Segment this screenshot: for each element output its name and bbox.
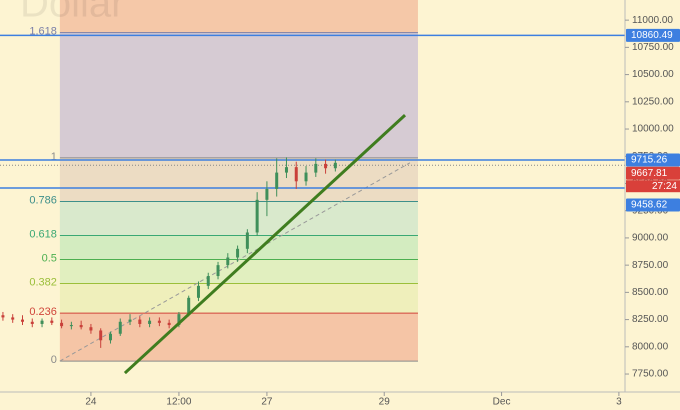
x-tick-label: 29 xyxy=(379,397,391,408)
y-tick-label: 11000.00 xyxy=(632,15,673,26)
candle-body xyxy=(216,265,220,277)
countdown: 27:24 xyxy=(652,181,677,192)
candle-body xyxy=(187,297,191,315)
y-tick-label: 9000.00 xyxy=(632,233,669,244)
y-tick-label: 10750.00 xyxy=(632,42,674,53)
candle-body xyxy=(89,327,93,331)
candle-body xyxy=(304,172,308,182)
fib-level-label: 0 xyxy=(51,354,57,366)
candle-body xyxy=(30,321,34,324)
x-tick-label: 3 xyxy=(616,397,622,408)
candle-body xyxy=(275,172,279,189)
y-tick-label: 7750.00 xyxy=(632,369,669,380)
price-tag-bg xyxy=(626,28,680,42)
candle-body xyxy=(226,257,230,266)
candle-body xyxy=(324,163,328,169)
x-tick-label: 12:00 xyxy=(166,397,191,408)
price-tag: 9458.62 xyxy=(631,200,668,211)
candle-body xyxy=(314,163,318,173)
fib-level-label: 0.5 xyxy=(42,252,57,264)
candle-body xyxy=(40,320,44,324)
x-tick-label: 27 xyxy=(261,397,273,408)
candle-body xyxy=(148,320,152,324)
y-tick-label: 8750.00 xyxy=(632,260,669,271)
fib-band xyxy=(59,32,418,158)
price-tag-bg xyxy=(626,153,680,167)
candle-body xyxy=(255,199,259,233)
candle-body xyxy=(157,320,161,323)
candle-body xyxy=(167,322,171,326)
fib-band xyxy=(59,235,418,260)
fib-band xyxy=(59,0,418,33)
plot-area: 1.618 1 0.786 0.618 0.5 0.382 0.236 0 xyxy=(0,0,625,375)
fib-band xyxy=(59,283,418,314)
y-tick-label: 8250.00 xyxy=(632,314,669,325)
candle-body xyxy=(177,314,181,326)
fib-level-label: 1.618 xyxy=(29,26,57,38)
candle-body xyxy=(118,321,122,334)
y-tick-label: 8000.00 xyxy=(632,341,669,352)
candle-body xyxy=(60,322,64,327)
candle-body xyxy=(99,330,103,341)
candle-body xyxy=(69,325,73,327)
candle-body xyxy=(245,232,249,249)
candle-body xyxy=(50,320,54,323)
candle-body xyxy=(284,167,288,173)
fib-band xyxy=(59,157,418,202)
candle-body xyxy=(1,315,5,318)
candle-body xyxy=(196,285,200,298)
candle-body xyxy=(11,317,15,320)
y-tick-label: 8500.00 xyxy=(632,287,669,298)
y-tick-label: 10250.00 xyxy=(632,96,674,107)
fib-band xyxy=(59,313,418,362)
fib-level-label: 0.236 xyxy=(29,306,57,318)
price-tag: 10860.49 xyxy=(631,30,673,41)
y-tick-label: 10000.00 xyxy=(632,124,674,135)
y-tick-label: 10500.00 xyxy=(632,69,674,80)
candle-body xyxy=(79,325,83,328)
candle-body xyxy=(206,276,210,286)
candle-body xyxy=(333,162,337,169)
candle-body xyxy=(265,188,269,200)
fib-level-label: 0.618 xyxy=(29,228,57,240)
fib-level-label: 0.786 xyxy=(29,194,57,206)
fib-band xyxy=(59,259,418,284)
fib-level-label: 0.382 xyxy=(29,276,57,288)
fib-band xyxy=(59,201,418,236)
last-price-tag-bg xyxy=(626,166,680,180)
watermark: Dollar xyxy=(20,0,124,26)
price-tag: 9715.26 xyxy=(631,155,668,166)
last-price-tag: 9667.81 xyxy=(631,168,668,179)
candle-body xyxy=(294,167,298,182)
fib-level-label: 1 xyxy=(51,151,57,163)
trend-line xyxy=(123,113,407,375)
candle-body xyxy=(128,319,132,322)
candle-body xyxy=(20,319,24,322)
countdown-bg xyxy=(626,180,680,193)
candle-body xyxy=(108,333,112,341)
candle-body xyxy=(138,319,142,324)
x-tick-label: Dec xyxy=(493,397,511,408)
candle-body xyxy=(236,248,240,258)
price-tag-bg xyxy=(626,198,680,212)
x-tick-label: 24 xyxy=(85,397,97,408)
